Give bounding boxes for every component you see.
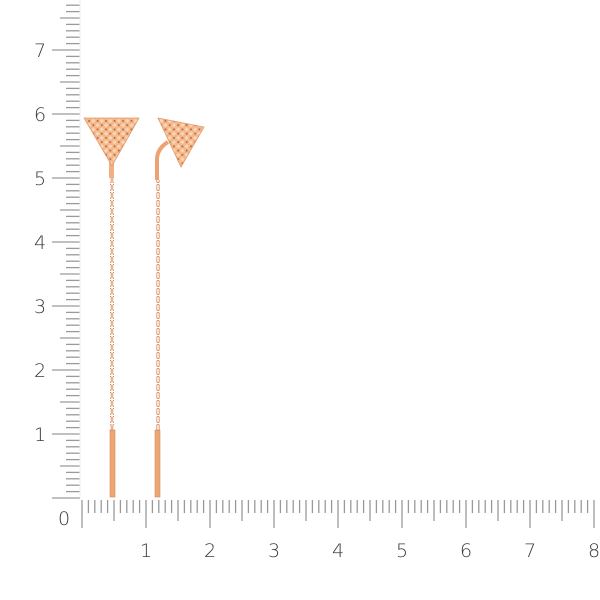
horizontal-ruler bbox=[81, 500, 595, 528]
ruler-label-vertical: 1 bbox=[34, 424, 46, 446]
left-earring-triangle bbox=[83, 117, 140, 167]
ruler-label-horizontal: 8 bbox=[588, 540, 600, 562]
ruler-label-horizontal: 4 bbox=[332, 540, 344, 562]
left-earring-pin bbox=[109, 429, 116, 498]
ruler-label-horizontal: 1 bbox=[140, 540, 152, 562]
ruler-label-vertical: 4 bbox=[34, 232, 46, 254]
right-earring bbox=[154, 117, 205, 498]
left-earring-chain bbox=[110, 175, 114, 431]
ruler-label-horizontal: 7 bbox=[524, 540, 536, 562]
ruler-label-vertical: 7 bbox=[34, 40, 46, 62]
ruler-label-horizontal: 6 bbox=[460, 540, 472, 562]
left-earring-connector bbox=[109, 160, 114, 178]
right-earring-chain bbox=[156, 180, 160, 431]
right-earring-pin bbox=[154, 429, 161, 498]
right-earring-hook bbox=[155, 140, 170, 180]
left-earring bbox=[83, 117, 140, 498]
ruler-label-vertical: 0 bbox=[58, 508, 70, 530]
ruler-label-horizontal: 5 bbox=[396, 540, 408, 562]
vertical-ruler bbox=[52, 0, 81, 499]
right-earring-triangle bbox=[157, 117, 205, 168]
ruler-label-horizontal: 3 bbox=[268, 540, 280, 562]
ruler-label-vertical: 5 bbox=[34, 168, 46, 190]
ruler-label-horizontal: 2 bbox=[204, 540, 216, 562]
ruler-label-vertical: 2 bbox=[34, 360, 46, 382]
ruler-label-vertical: 6 bbox=[34, 104, 46, 126]
ruler-label-vertical: 3 bbox=[34, 296, 46, 318]
